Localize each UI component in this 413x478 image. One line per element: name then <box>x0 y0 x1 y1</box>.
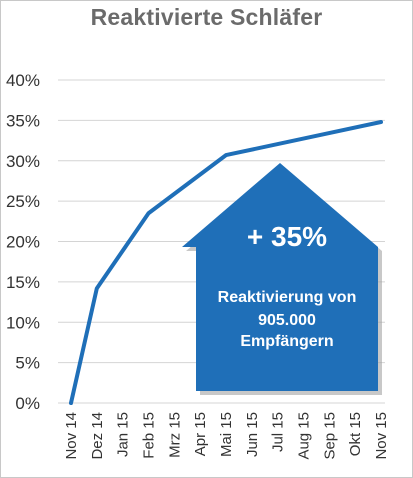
y-tick-label: 40% <box>6 71 40 90</box>
chart-title: Reaktivierte Schläfer <box>90 4 323 30</box>
x-tick-label: Mrz 15 <box>166 412 183 458</box>
x-tick-label: Mai 15 <box>218 412 235 457</box>
callout-line-3: Empfängern <box>240 333 333 350</box>
callout-line-1: Reaktivierung von <box>218 289 357 306</box>
x-tick-label: Aug 15 <box>296 412 313 460</box>
callout-arrow: + 35% Reaktivierung von 905.000 Empfänge… <box>182 163 382 395</box>
callout-arrow-shape <box>182 163 378 391</box>
gridlines <box>58 79 385 404</box>
x-tick-label: Jan 15 <box>115 412 132 457</box>
callout-main-text: + 35% <box>247 221 327 252</box>
y-axis-ticks: 0% 5% 10% 15% 20% 25% 30% 35% 40% <box>6 71 40 413</box>
x-tick-label: Jun 15 <box>244 412 261 457</box>
x-tick-label: Apr 15 <box>192 412 209 456</box>
y-tick-label: 35% <box>6 111 40 130</box>
y-tick-label: 20% <box>6 233 40 252</box>
x-tick-label: Jul 15 <box>270 412 287 452</box>
x-tick-label: Feb 15 <box>141 412 158 459</box>
series-line <box>69 119 383 405</box>
x-tick-label: Okt 15 <box>347 412 364 456</box>
series-line-group <box>69 119 383 405</box>
x-axis-ticks: Nov 14 Dez 14 Jan 15 Feb 15 Mrz 15 Apr 15 Mai … <box>63 412 390 460</box>
y-tick-label: 15% <box>6 273 40 292</box>
x-tick-label: Sep 15 <box>321 412 338 460</box>
x-tick-label: Dez 14 <box>89 412 106 460</box>
y-tick-label: 10% <box>6 313 40 332</box>
y-tick-label: 0% <box>15 394 40 413</box>
y-tick-label: 5% <box>15 354 40 373</box>
y-tick-label: 25% <box>6 192 40 211</box>
y-tick-label: 30% <box>6 152 40 171</box>
x-tick-label: Nov 15 <box>373 412 390 460</box>
x-tick-label: Nov 14 <box>63 412 80 460</box>
callout-line-2: 905.000 <box>258 312 316 329</box>
